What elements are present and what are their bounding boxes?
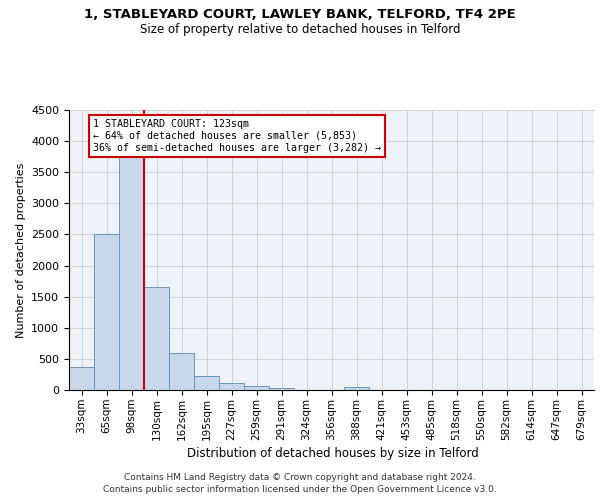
Bar (244, 386, 269, 390)
Bar (119, 156, 144, 390)
Bar (269, 388, 294, 390)
Y-axis label: Number of detached properties: Number of detached properties (16, 162, 26, 338)
Bar (344, 386, 369, 390)
Text: 1 STABLEYARD COURT: 123sqm
← 64% of detached houses are smaller (5,853)
36% of s: 1 STABLEYARD COURT: 123sqm ← 64% of deta… (93, 120, 381, 152)
Bar (69, 367, 94, 390)
Text: Distribution of detached houses by size in Telford: Distribution of detached houses by size … (187, 448, 479, 460)
Text: 1, STABLEYARD COURT, LAWLEY BANK, TELFORD, TF4 2PE: 1, STABLEYARD COURT, LAWLEY BANK, TELFOR… (84, 8, 516, 20)
Bar (94, 234, 119, 390)
Bar (169, 354, 194, 390)
Text: Contains HM Land Registry data © Crown copyright and database right 2024.: Contains HM Land Registry data © Crown c… (124, 472, 476, 482)
Bar (144, 288, 169, 390)
Text: Size of property relative to detached houses in Telford: Size of property relative to detached ho… (140, 22, 460, 36)
Bar (194, 376, 219, 390)
Bar (219, 384, 244, 390)
Text: Contains public sector information licensed under the Open Government Licence v3: Contains public sector information licen… (103, 485, 497, 494)
